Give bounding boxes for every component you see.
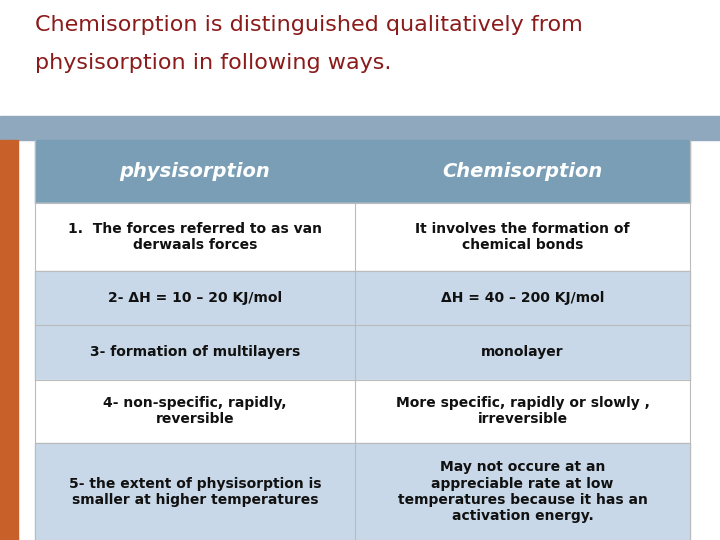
Text: 4- non-specific, rapidly,
reversible: 4- non-specific, rapidly, reversible — [103, 396, 287, 427]
Text: 1.  The forces referred to as van
derwaals forces: 1. The forces referred to as van derwaal… — [68, 221, 322, 252]
Text: More specific, rapidly or slowly ,
irreversible: More specific, rapidly or slowly , irrev… — [395, 396, 649, 427]
Text: Chemisorption: Chemisorption — [442, 162, 603, 181]
Text: May not occure at an
appreciable rate at low
temperatures because it has an
acti: May not occure at an appreciable rate at… — [397, 460, 647, 523]
Bar — [355, 443, 690, 540]
Text: monolayer: monolayer — [481, 346, 564, 359]
Text: 3- formation of multilayers: 3- formation of multilayers — [90, 346, 300, 359]
Bar — [355, 271, 690, 325]
Text: ΔH = 40 – 200 KJ/mol: ΔH = 40 – 200 KJ/mol — [441, 291, 604, 305]
Bar — [355, 140, 690, 202]
Bar — [0, 140, 18, 540]
Bar — [355, 380, 690, 443]
Bar — [35, 271, 355, 325]
Text: physisorption: physisorption — [120, 162, 271, 181]
Text: It involves the formation of
chemical bonds: It involves the formation of chemical bo… — [415, 221, 630, 252]
Bar — [35, 443, 355, 540]
Bar — [35, 325, 355, 380]
Bar — [355, 202, 690, 271]
Bar — [0, 116, 720, 140]
Text: Chemisorption is distinguished qualitatively from: Chemisorption is distinguished qualitati… — [35, 15, 582, 35]
Bar — [355, 325, 690, 380]
Bar — [35, 140, 355, 202]
Text: 5- the extent of physisorption is
smaller at higher temperatures: 5- the extent of physisorption is smalle… — [68, 476, 321, 507]
Bar — [35, 380, 355, 443]
Text: 2- ΔH = 10 – 20 KJ/mol: 2- ΔH = 10 – 20 KJ/mol — [108, 291, 282, 305]
Bar — [35, 202, 355, 271]
Text: physisorption in following ways.: physisorption in following ways. — [35, 53, 392, 73]
